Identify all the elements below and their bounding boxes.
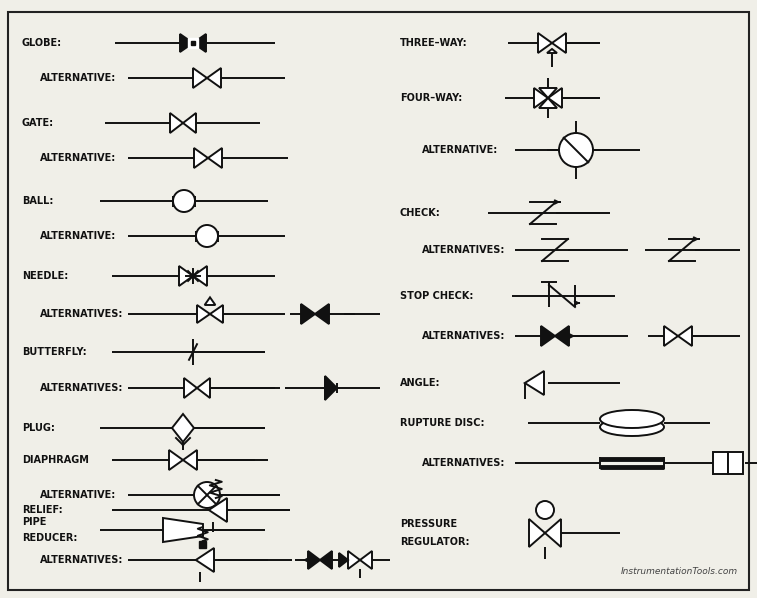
Polygon shape — [538, 33, 552, 53]
Polygon shape — [325, 376, 337, 400]
Polygon shape — [204, 297, 215, 305]
Polygon shape — [547, 49, 557, 53]
Bar — [188, 38, 198, 48]
Bar — [199, 541, 207, 548]
Polygon shape — [209, 498, 227, 522]
Text: InstrumentationTools.com: InstrumentationTools.com — [621, 567, 738, 576]
Polygon shape — [210, 305, 223, 323]
Polygon shape — [525, 371, 544, 395]
Polygon shape — [545, 519, 561, 547]
Polygon shape — [196, 548, 214, 572]
Text: RELIEF:: RELIEF: — [22, 505, 63, 515]
Text: RUPTURE DISC:: RUPTURE DISC: — [400, 418, 484, 428]
Bar — [728, 452, 743, 474]
Polygon shape — [555, 326, 569, 346]
Polygon shape — [539, 98, 557, 108]
Polygon shape — [170, 113, 183, 133]
Polygon shape — [197, 305, 210, 323]
Circle shape — [173, 190, 195, 212]
Text: FOUR–WAY:: FOUR–WAY: — [400, 93, 463, 103]
Text: GLOBE:: GLOBE: — [22, 38, 62, 48]
Polygon shape — [207, 68, 221, 88]
Bar — [713, 452, 728, 474]
Ellipse shape — [600, 410, 664, 428]
Polygon shape — [180, 34, 193, 52]
Polygon shape — [197, 378, 210, 398]
Text: REDUCER:: REDUCER: — [22, 533, 77, 543]
Text: THREE–WAY:: THREE–WAY: — [400, 38, 468, 48]
Circle shape — [536, 501, 554, 519]
Circle shape — [559, 133, 593, 167]
Text: ALTERNATIVE:: ALTERNATIVE: — [422, 145, 498, 155]
Text: ALTERNATIVE:: ALTERNATIVE: — [40, 73, 117, 83]
Polygon shape — [552, 33, 566, 53]
Polygon shape — [529, 519, 545, 547]
Polygon shape — [534, 88, 548, 108]
Polygon shape — [172, 414, 194, 442]
Polygon shape — [548, 88, 562, 108]
Polygon shape — [541, 326, 555, 346]
Bar — [191, 41, 195, 45]
Text: ALTERNATIVES:: ALTERNATIVES: — [40, 309, 123, 319]
Circle shape — [194, 482, 220, 508]
Text: ALTERNATIVES:: ALTERNATIVES: — [422, 331, 506, 341]
Polygon shape — [169, 450, 183, 470]
Ellipse shape — [600, 418, 664, 436]
Polygon shape — [184, 378, 197, 398]
Text: ALTERNATIVE:: ALTERNATIVE: — [40, 231, 117, 241]
Text: DIAPHRAGM: DIAPHRAGM — [22, 455, 89, 465]
Polygon shape — [315, 304, 329, 324]
Text: ALTERNATIVES:: ALTERNATIVES: — [422, 245, 506, 255]
Polygon shape — [179, 266, 193, 286]
Text: ALTERNATIVES:: ALTERNATIVES: — [40, 555, 123, 565]
Text: GATE:: GATE: — [22, 118, 54, 128]
Polygon shape — [193, 68, 207, 88]
Polygon shape — [360, 551, 372, 569]
Polygon shape — [183, 450, 197, 470]
Circle shape — [196, 225, 218, 247]
Polygon shape — [193, 266, 207, 286]
Text: ANGLE:: ANGLE: — [400, 378, 441, 388]
Text: ALTERNATIVES:: ALTERNATIVES: — [422, 458, 506, 468]
Text: BALL:: BALL: — [22, 196, 54, 206]
Text: PIPE: PIPE — [22, 517, 46, 527]
Text: ALTERNATIVE:: ALTERNATIVE: — [40, 153, 117, 163]
Polygon shape — [183, 113, 196, 133]
Text: PLUG:: PLUG: — [22, 423, 55, 433]
Polygon shape — [308, 551, 320, 569]
Polygon shape — [194, 148, 208, 168]
Text: CHECK:: CHECK: — [400, 208, 441, 218]
Text: PRESSURE: PRESSURE — [400, 519, 457, 529]
Polygon shape — [539, 88, 557, 98]
Polygon shape — [339, 553, 348, 567]
Polygon shape — [348, 551, 360, 569]
Polygon shape — [301, 304, 315, 324]
Polygon shape — [163, 518, 203, 542]
Text: STOP CHECK:: STOP CHECK: — [400, 291, 473, 301]
Text: NEEDLE:: NEEDLE: — [22, 271, 68, 281]
Polygon shape — [320, 551, 332, 569]
Text: BUTTERFLY:: BUTTERFLY: — [22, 347, 86, 357]
Text: REGULATOR:: REGULATOR: — [400, 537, 469, 547]
Text: ALTERNATIVE:: ALTERNATIVE: — [40, 490, 117, 500]
Polygon shape — [208, 148, 222, 168]
Text: ALTERNATIVES:: ALTERNATIVES: — [40, 383, 123, 393]
Polygon shape — [664, 326, 678, 346]
Polygon shape — [193, 34, 206, 52]
Polygon shape — [678, 326, 692, 346]
